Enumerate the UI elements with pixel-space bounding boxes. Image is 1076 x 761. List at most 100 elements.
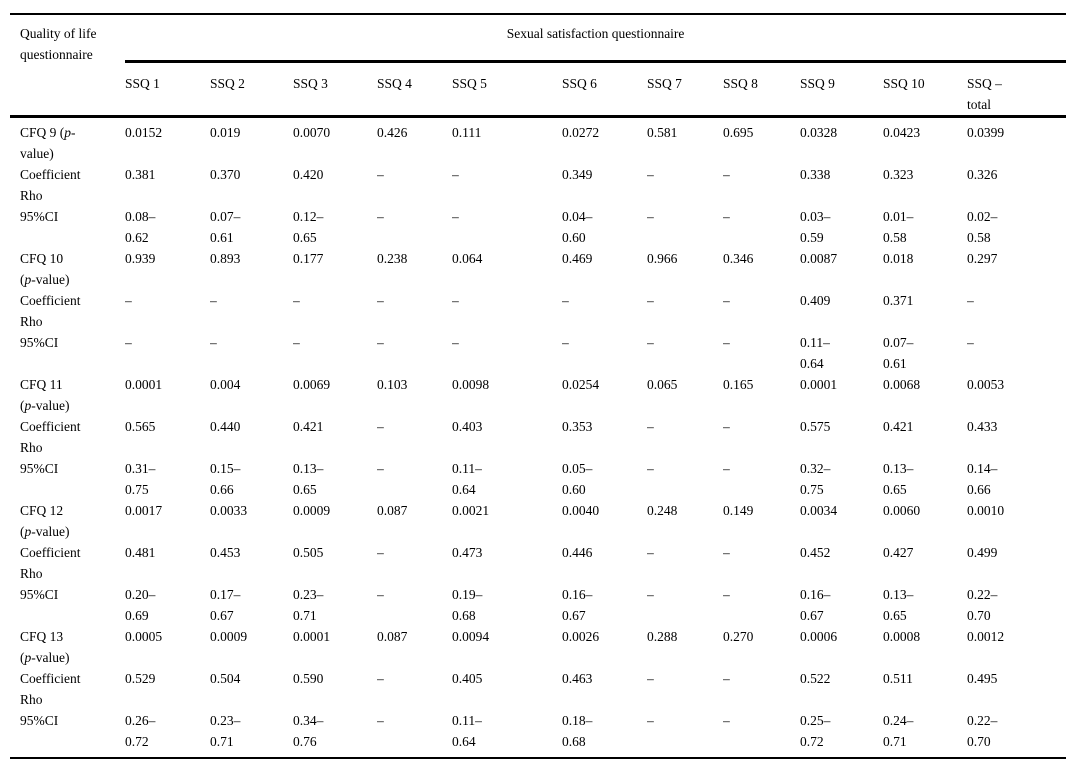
column-header: SSQ 9: [800, 61, 883, 118]
data-cell: –: [723, 418, 730, 434]
data-cell: 0.248: [647, 502, 678, 518]
data-cell: –: [125, 292, 132, 308]
table-row: 95%CI 0.20– 0.69 0.17– 0.67 0.23– 0.71 – 0.19…: [10, 584, 1066, 626]
data-cell: 0.0069: [293, 376, 331, 392]
row-label: Coefficient Rho: [20, 670, 81, 707]
data-cell: –: [967, 334, 974, 350]
data-cell: 0.0423: [883, 124, 921, 140]
data-cell: 0.469: [562, 250, 593, 266]
data-cell: –: [377, 670, 384, 686]
data-cell: 0.103: [377, 376, 408, 392]
data-cell: 0.0272: [562, 124, 600, 140]
data-cell: 0.13– 0.65: [293, 460, 324, 497]
data-cell: 0.409: [800, 292, 831, 308]
column-header: SSQ 10: [883, 61, 967, 118]
table-row: Coefficient Rho 0.565 0.440 0.421 – 0.403 0.35…: [10, 416, 1066, 458]
data-cell: 0.14– 0.66: [967, 460, 998, 497]
data-cell: 0.17– 0.67: [210, 586, 241, 623]
data-cell: 0.421: [883, 418, 914, 434]
data-cell: 0.0012: [967, 628, 1005, 644]
data-cell: 0.499: [967, 544, 998, 560]
column-header: SSQ 1: [125, 61, 210, 118]
data-cell: 0.349: [562, 166, 593, 182]
table-row: Coefficient Rho 0.481 0.453 0.505 – 0.473 0.44…: [10, 542, 1066, 584]
column-header: SSQ 7: [647, 61, 723, 118]
group-header-row: Quality of life questionnaire Sexual sat…: [10, 14, 1067, 118]
data-cell: 0.02– 0.58: [967, 208, 998, 245]
table-row: 95%CI 0.08– 0.62 0.07– 0.61 0.12– 0.65 – – 0.0…: [10, 206, 1066, 248]
data-cell: 0.019: [210, 124, 241, 140]
table-row: Coefficient Rho 0.529 0.504 0.590 – 0.405 0.46…: [10, 668, 1066, 710]
data-cell: –: [647, 292, 654, 308]
data-cell: 0.065: [647, 376, 678, 392]
data-cell: 0.0098: [452, 376, 490, 392]
data-cell: 0.22– 0.70: [967, 712, 998, 749]
data-cell: –: [723, 670, 730, 686]
data-cell: 0.16– 0.67: [562, 586, 593, 623]
data-cell: 0.575: [800, 418, 831, 434]
data-cell: 0.13– 0.65: [883, 586, 914, 623]
data-cell: 0.695: [723, 124, 754, 140]
data-cell: 0.0060: [883, 502, 921, 518]
data-cell: –: [723, 544, 730, 560]
data-cell: 0.18– 0.68: [562, 712, 593, 749]
data-cell: 0.353: [562, 418, 593, 434]
data-cell: –: [647, 460, 654, 476]
data-cell: 0.0001: [800, 376, 838, 392]
data-cell: 0.421: [293, 418, 324, 434]
data-cell: –: [377, 586, 384, 602]
data-cell: –: [723, 712, 730, 728]
data-cell: –: [647, 670, 654, 686]
data-cell: 0.346: [723, 250, 754, 266]
data-cell: 0.426: [377, 124, 408, 140]
table-row: 95%CI 0.31– 0.75 0.15– 0.66 0.13– 0.65 – 0.11…: [10, 458, 1066, 500]
row-label: 95%CI: [20, 586, 59, 602]
table-row: CFQ 11 (p-value) 0.0001 0.004 0.0069 0.103 0.…: [10, 374, 1066, 416]
data-cell: 0.323: [883, 166, 914, 182]
data-cell: 0.0040: [562, 502, 600, 518]
data-cell: 0.590: [293, 670, 324, 686]
column-header: SSQ 3: [293, 61, 377, 118]
data-cell: 0.32– 0.75: [800, 460, 831, 497]
data-cell: 0.238: [377, 250, 408, 266]
data-cell: 0.0010: [967, 502, 1005, 518]
data-cell: 0.0087: [800, 250, 838, 266]
data-cell: 0.0053: [967, 376, 1005, 392]
data-cell: –: [125, 334, 132, 350]
data-cell: –: [562, 292, 569, 308]
data-cell: 0.581: [647, 124, 678, 140]
data-cell: 0.522: [800, 670, 831, 686]
data-cell: 0.326: [967, 166, 998, 182]
data-cell: –: [723, 460, 730, 476]
data-cell: 0.149: [723, 502, 754, 518]
column-header: SSQ 5: [452, 61, 562, 118]
row-label: CFQ 11 (p-value): [20, 376, 70, 413]
data-cell: –: [377, 460, 384, 476]
data-cell: 0.0001: [125, 376, 163, 392]
table-row: 95%CI – – – – – – – – 0.11– 0.64 0.07– 0.61 –: [10, 332, 1066, 374]
data-cell: –: [647, 208, 654, 224]
data-cell: 0.446: [562, 544, 593, 560]
data-cell: 0.0068: [883, 376, 921, 392]
data-cell: 0.15– 0.66: [210, 460, 241, 497]
data-cell: –: [647, 334, 654, 350]
data-cell: 0.26– 0.72: [125, 712, 156, 749]
data-cell: 0.481: [125, 544, 156, 560]
data-cell: 0.0008: [883, 628, 921, 644]
row-label: Coefficient Rho: [20, 418, 81, 455]
data-cell: 0.34– 0.76: [293, 712, 324, 749]
row-label: CFQ 12 (p-value): [20, 502, 70, 539]
column-header: SSQ 6: [562, 61, 647, 118]
data-cell: 0.288: [647, 628, 678, 644]
data-cell: 0.16– 0.67: [800, 586, 831, 623]
data-cell: 0.403: [452, 418, 483, 434]
data-cell: 0.371: [883, 292, 914, 308]
data-cell: 0.087: [377, 502, 408, 518]
data-cell: 0.0001: [293, 628, 331, 644]
data-cell: 0.440: [210, 418, 241, 434]
column-header-row: SSQ 1 SSQ 2 SSQ 3 SSQ 4 SSQ 5 SSQ 6 SSQ 7 SSQ 8…: [10, 61, 1067, 118]
data-cell: –: [377, 166, 384, 182]
data-cell: –: [723, 334, 730, 350]
data-cell: –: [452, 334, 459, 350]
data-cell: 0.111: [452, 124, 482, 140]
